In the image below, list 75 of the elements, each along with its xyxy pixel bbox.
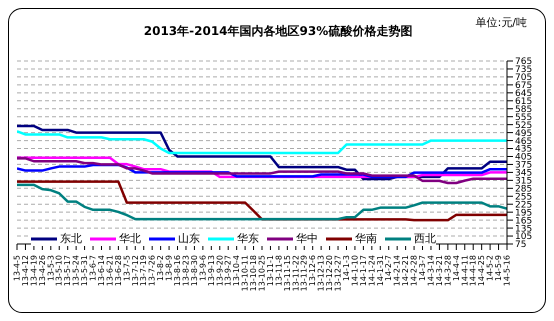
x-tick-label: 13-5-3	[46, 255, 56, 282]
x-tick-label: 14-3-7	[418, 255, 428, 282]
x-tick-label: 13-5-10	[54, 255, 64, 286]
x-tick-label: 13-5-17	[63, 255, 72, 286]
x-tick-label: 13-5-24	[72, 255, 81, 286]
legend-label: 华南	[355, 231, 377, 246]
x-tick-label: 14-5-2	[486, 255, 495, 282]
x-tick-label: 14-1-24	[367, 255, 376, 286]
x-tick-label: 13-8-2	[156, 255, 166, 282]
x-tick-label: 13-4-5	[12, 255, 22, 282]
x-tick-label: 13-4-26	[38, 255, 47, 286]
legend-label: 东北	[60, 231, 82, 246]
y-tick-label: 75	[515, 240, 526, 250]
x-tick-label: 14-2-28	[410, 255, 419, 286]
x-tick-label: 13-9-20	[215, 255, 224, 286]
x-tick-label: 13-8-16	[173, 255, 182, 286]
x-tick-label: 13-9-13	[206, 255, 216, 286]
y-tick-label: 525	[515, 120, 532, 131]
x-tick-label: 14-1-17	[358, 255, 368, 286]
x-tick-label: 13-6-28	[114, 255, 123, 286]
x-tick-label: 13-8-9	[164, 255, 174, 282]
text: 单位:元/吨	[476, 15, 527, 30]
x-tick-label: 13-11-1	[266, 255, 275, 286]
legend-label: 山东	[178, 231, 200, 246]
x-tick-label: 13-6-14	[96, 255, 106, 286]
x-tick-label: 13-8-23	[181, 255, 190, 286]
x-tick-label: 13-9-6	[198, 255, 208, 282]
x-tick-label: 13-4-19	[29, 255, 38, 286]
x-tick-label: 14-2-14	[392, 255, 402, 286]
x-tick-label: 13-4-12	[20, 255, 30, 286]
legend-label: 西北	[414, 231, 436, 246]
x-tick-label: 13-6-7	[88, 255, 98, 282]
x-tick-label: 13-10-4	[232, 255, 242, 286]
x-tick-label: 13-10-18	[249, 255, 258, 292]
x-tick-label: 13-11-29	[300, 255, 309, 292]
x-tick-label: 14-2-7	[384, 255, 394, 282]
x-tick-label: 14-3-14	[426, 255, 436, 286]
x-tick-label: 14-5-16	[502, 255, 512, 286]
line-series	[17, 124, 507, 180]
x-tick-label: 13-5-31	[80, 255, 90, 286]
x-tick-label: 13-9-27	[224, 255, 233, 286]
x-tick-label: 14-4-4	[452, 255, 461, 282]
x-tick-label: 13-7-19	[139, 255, 148, 286]
x-tick-label: 13-12-13	[316, 255, 326, 292]
x-tick-label: 13-7-5	[122, 255, 132, 282]
x-tick-label: 14-5-9	[494, 255, 504, 282]
x-tick-label: 13-10-11	[240, 255, 250, 292]
legend-label: 华中	[296, 231, 318, 246]
legend-label: 华北	[119, 231, 141, 246]
x-tick-label: 13-11-8	[274, 255, 284, 286]
x-tick-label: 13-12-27	[334, 255, 343, 292]
x-tick-label: 14-4-25	[477, 255, 486, 286]
x-tick-label: 14-4-18	[468, 255, 478, 286]
x-tick-label: 13-6-21	[105, 255, 114, 286]
line-series	[17, 130, 507, 154]
chart-title: 2013年-2014年国内各地区93%硫酸价格走势图	[144, 24, 412, 38]
x-tick-label: 13-12-6	[308, 255, 318, 286]
x-tick-label: 14-2-21	[401, 255, 410, 286]
x-tick-label: 13-8-30	[190, 255, 199, 286]
legend-label: 华东	[237, 231, 259, 246]
x-tick-label: 13-12-20	[325, 255, 334, 292]
x-tick-label: 14-1-3	[342, 255, 351, 282]
x-tick-label: 14-1-31	[376, 255, 385, 286]
x-tick-label: 14-3-21	[434, 255, 444, 286]
y-tick-label: 585	[515, 104, 532, 115]
x-tick-label: 13-7-12	[130, 255, 140, 286]
y-tick-label: 225	[515, 200, 532, 210]
x-tick-label: 13-11-22	[291, 255, 300, 292]
line-series	[17, 157, 507, 184]
x-tick-label: 13-10-25	[258, 255, 266, 292]
x-tick-label: 14-1-10	[350, 255, 360, 286]
x-tick-label: 13-7-26	[148, 255, 157, 286]
x-tick-label: 14-3-28	[443, 255, 452, 286]
x-tick-label: 14-4-11	[460, 255, 470, 286]
x-tick-label: 13-11-15	[282, 255, 292, 292]
